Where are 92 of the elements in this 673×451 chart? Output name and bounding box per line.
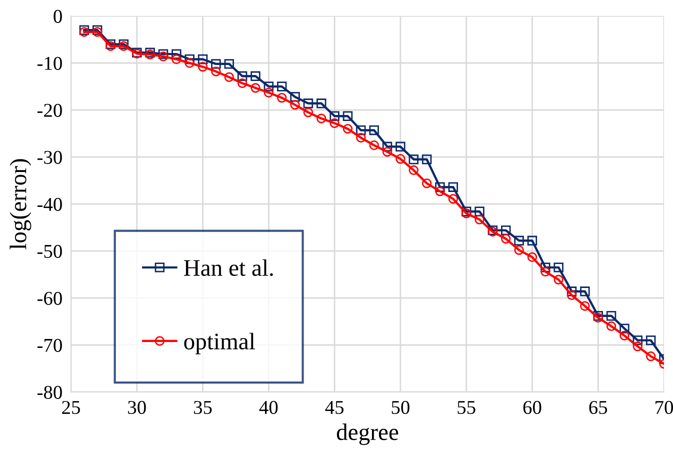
- point: [396, 154, 406, 164]
- point: [408, 154, 418, 164]
- point: [356, 132, 366, 143]
- point: [264, 82, 274, 92]
- y-tick-label: -20: [37, 104, 62, 117]
- legend-label: Han et al.: [184, 259, 273, 276]
- point: [435, 186, 445, 196]
- point: [632, 335, 643, 346]
- point: [342, 111, 353, 121]
- point: [448, 194, 458, 204]
- point: [606, 321, 616, 332]
- point: [527, 252, 538, 262]
- point: [540, 266, 550, 277]
- point: [474, 214, 484, 224]
- point: [172, 49, 182, 59]
- point: [224, 72, 234, 82]
- point: [554, 262, 564, 272]
- x-tick-label: 65: [589, 400, 608, 414]
- point: [276, 82, 287, 92]
- x-tick-label: 70: [656, 400, 673, 414]
- x-tick-label: 50: [392, 400, 410, 414]
- point: [646, 351, 656, 362]
- point: [527, 236, 538, 246]
- point: [554, 274, 564, 285]
- point: [211, 59, 221, 69]
- point: [566, 286, 577, 296]
- point: [514, 236, 524, 246]
- point: [620, 330, 630, 340]
- x-tick-label: 30: [128, 400, 146, 414]
- point: [172, 54, 182, 64]
- y-tick-label: 0: [54, 10, 62, 23]
- point: [290, 92, 300, 102]
- point: [474, 206, 484, 216]
- point: [303, 107, 314, 118]
- point: [290, 100, 300, 110]
- point: [342, 124, 353, 134]
- point: [382, 146, 392, 157]
- point: [632, 342, 643, 352]
- point: [330, 111, 340, 121]
- point: [303, 98, 314, 108]
- x-tick-label: 35: [194, 400, 212, 414]
- point: [276, 92, 287, 103]
- point: [158, 52, 168, 62]
- point: [501, 234, 511, 244]
- point: [646, 335, 656, 346]
- point: [184, 58, 194, 68]
- point: [501, 225, 511, 236]
- x-tick-label: 40: [259, 400, 278, 414]
- point: [396, 142, 406, 152]
- point: [580, 301, 590, 311]
- point: [250, 83, 260, 93]
- point: [356, 125, 366, 136]
- x-axis-title: degree: [336, 424, 398, 445]
- legend-label: optimal: [184, 332, 255, 354]
- point: [422, 154, 432, 164]
- point: [184, 54, 194, 64]
- point: [540, 262, 550, 272]
- point: [369, 125, 379, 136]
- point: [237, 78, 248, 88]
- y-tick-label: -70: [37, 338, 62, 352]
- y-tick-label: -50: [37, 244, 62, 258]
- point: [435, 182, 445, 192]
- point: [316, 114, 326, 124]
- point: [250, 71, 260, 82]
- point: [606, 311, 616, 321]
- point: [369, 140, 379, 150]
- point: [224, 59, 234, 69]
- y-tick-label: -10: [37, 56, 62, 70]
- x-tick-label: 45: [325, 401, 344, 414]
- point: [158, 49, 168, 59]
- point: [620, 324, 630, 334]
- point: [237, 71, 248, 82]
- point: [514, 245, 524, 255]
- y-tick-label: -60: [37, 292, 62, 305]
- x-tick-label: 60: [523, 400, 542, 414]
- point: [316, 98, 326, 108]
- point: [580, 286, 590, 296]
- y-tick-label: -30: [37, 150, 62, 164]
- point: [330, 118, 340, 128]
- point: [198, 62, 208, 72]
- y-tick-label: -40: [37, 198, 62, 211]
- x-tick-label: 55: [458, 401, 476, 414]
- y-axis-title: log(error): [10, 159, 32, 250]
- point: [448, 182, 458, 192]
- point: [408, 165, 418, 176]
- y-tick-label: -80: [37, 386, 62, 399]
- point: [264, 88, 274, 98]
- point: [566, 290, 577, 300]
- point: [211, 66, 221, 76]
- point: [422, 178, 432, 188]
- point: [198, 54, 208, 64]
- x-tick-label: 25: [62, 400, 80, 414]
